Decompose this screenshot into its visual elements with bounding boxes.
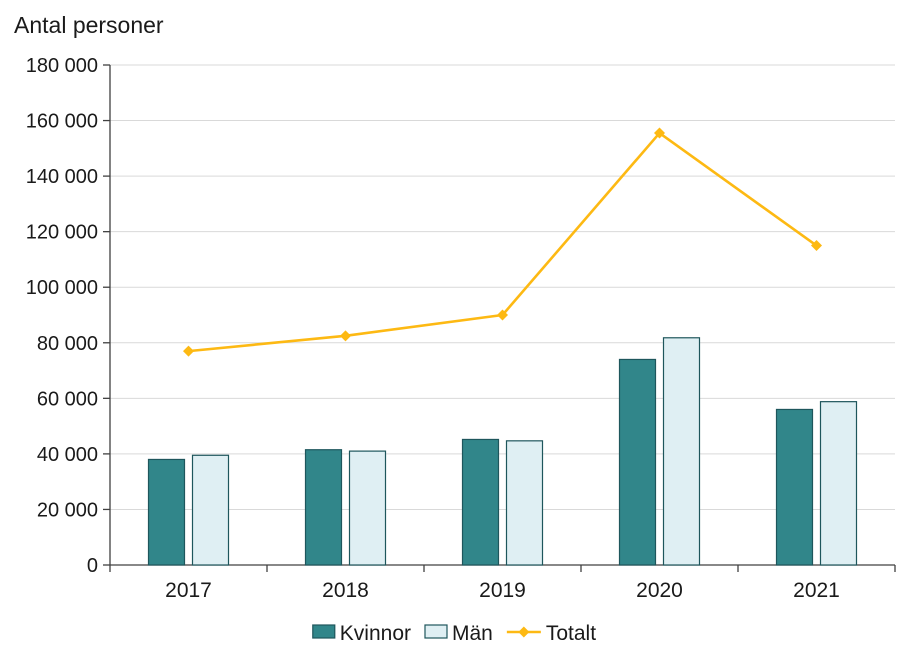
bar-män-2019: [505, 440, 544, 566]
x-tick-label: 2017: [165, 579, 212, 602]
legend-marker-totalt: [518, 626, 530, 638]
y-tick-label: 80 000: [37, 333, 98, 355]
marker-totalt-2018: [340, 330, 351, 342]
bar-kvinnor-2021: [775, 408, 814, 566]
marker-totalt-2017: [183, 345, 194, 357]
y-tick-label: 60 000: [37, 388, 98, 410]
legend-swatch-män: [424, 624, 448, 639]
bar-män-2020: [662, 337, 701, 566]
bar-kvinnor-2020: [618, 358, 657, 566]
y-tick-label: 160 000: [26, 111, 98, 133]
legend-item-män: Män: [424, 622, 493, 645]
marker-totalt-2020: [654, 127, 665, 139]
x-tick-label: 2019: [479, 579, 526, 602]
y-tick-label: 0: [87, 555, 98, 577]
marker-totalt-2019: [497, 309, 508, 321]
bar-män-2017: [191, 454, 230, 566]
x-tick-label: 2021: [793, 579, 840, 602]
y-tick-label: 100 000: [26, 277, 98, 299]
legend-item-kvinnor: Kvinnor: [312, 622, 411, 645]
x-tick-label: 2018: [322, 579, 369, 602]
y-tick-label: 140 000: [26, 166, 98, 188]
y-tick-label: 180 000: [26, 55, 98, 77]
legend-item-totalt: Totalt: [506, 622, 596, 645]
chart-title: Antal personer: [14, 12, 164, 38]
x-tick-label: 2020: [636, 579, 683, 602]
y-tick-label: 40 000: [37, 444, 98, 466]
y-tick-label: 120 000: [26, 222, 98, 244]
marker-totalt-2021: [811, 240, 822, 252]
legend-label-totalt: Totalt: [546, 622, 596, 645]
bar-kvinnor-2019: [461, 438, 500, 566]
bar-män-2021: [819, 401, 858, 566]
bar-kvinnor-2017: [147, 458, 186, 566]
legend-label-män: Män: [452, 622, 493, 645]
bar-män-2018: [348, 450, 387, 566]
legend-label-kvinnor: Kvinnor: [340, 622, 411, 645]
legend-swatch-kvinnor: [312, 624, 336, 639]
y-tick-label: 20 000: [37, 499, 98, 521]
legend: Kvinnor Män Totalt: [312, 622, 596, 645]
bar-kvinnor-2018: [304, 449, 343, 566]
